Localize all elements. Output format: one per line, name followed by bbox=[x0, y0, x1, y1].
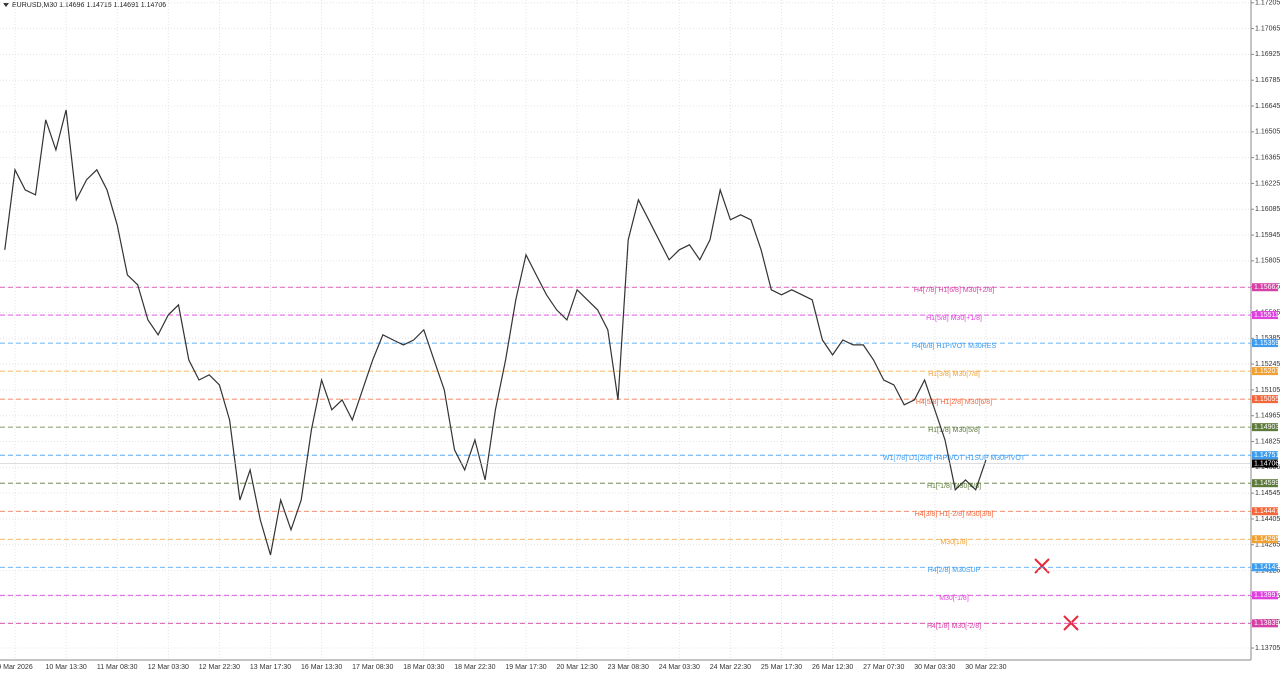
last-price-tag-label: 1.14706 bbox=[1254, 460, 1279, 467]
symbol-header: EURUSD,M30 1.14696 1.14715 1.14691 1.147… bbox=[12, 2, 166, 9]
level-label: M30[1/8] bbox=[940, 539, 967, 546]
level-price-tag-label: 1.14751 bbox=[1254, 452, 1279, 459]
level-label: H4[7/8] H1[6/8] M30[+2/8] bbox=[914, 287, 994, 294]
level-label: H1[5/8] M30[+1/8] bbox=[926, 315, 982, 322]
x-tick-label: 9 Mar 2026 bbox=[0, 664, 33, 671]
x-tick-label: 12 Mar 03:30 bbox=[148, 664, 189, 671]
level-price-tag-label: 1.13839 bbox=[1254, 620, 1279, 627]
last-price-tag bbox=[1252, 459, 1278, 468]
y-tick-label: 1.16085 bbox=[1255, 206, 1280, 213]
menu-arrow[interactable] bbox=[3, 3, 9, 7]
level-price-tag-label: 1.14599 bbox=[1254, 480, 1279, 487]
level-label: H4[2/8] M30SUP bbox=[928, 567, 981, 574]
y-tick-label: 1.14825 bbox=[1255, 438, 1280, 445]
x-tick-label: 26 Mar 12:30 bbox=[812, 664, 853, 671]
x-tick-label: 24 Mar 03:30 bbox=[659, 664, 700, 671]
cross-marker bbox=[1063, 615, 1079, 631]
x-tick-label: 23 Mar 08:30 bbox=[608, 664, 649, 671]
level-price-tag-label: 1.15511 bbox=[1254, 312, 1279, 319]
level-price-tag bbox=[1252, 619, 1278, 628]
y-tick-label: 1.13705 bbox=[1255, 645, 1280, 652]
level-price-tag bbox=[1252, 563, 1278, 572]
level-price-tag-label: 1.15055 bbox=[1254, 396, 1279, 403]
x-tick-label: 27 Mar 07:30 bbox=[863, 664, 904, 671]
y-tick-label: 1.16225 bbox=[1255, 180, 1280, 187]
level-label: H4[6/8] H1PIVOT M30RES bbox=[912, 343, 997, 350]
x-tick-label: 18 Mar 22:30 bbox=[454, 664, 495, 671]
y-tick-label: 1.15805 bbox=[1255, 258, 1280, 265]
x-tick-label: 10 Mar 13:30 bbox=[45, 664, 86, 671]
level-price-tag-label: 1.14295 bbox=[1254, 536, 1279, 543]
level-label: W1[7/8] D1[2/8] H4PIVOT H1SUP M30PIVOT bbox=[883, 455, 1026, 462]
close-markers bbox=[1034, 558, 1079, 631]
level-label: H1[1/8] M30[5/8] bbox=[928, 427, 980, 434]
level-price-tag bbox=[1252, 311, 1278, 320]
y-tick-label: 1.15385 bbox=[1255, 335, 1280, 342]
level-price-tag bbox=[1252, 479, 1278, 488]
x-tick-label: 30 Mar 03:30 bbox=[914, 664, 955, 671]
level-price-tag-label: 1.15207 bbox=[1254, 368, 1279, 375]
x-tick-label: 18 Mar 03:30 bbox=[403, 664, 444, 671]
x-tick-label: 16 Mar 13:30 bbox=[301, 664, 342, 671]
level-price-tag bbox=[1252, 395, 1278, 404]
level-price-tag-label: 1.15359 bbox=[1254, 340, 1279, 347]
x-tick-label: 24 Mar 22:30 bbox=[710, 664, 751, 671]
x-tick-label: 13 Mar 17:30 bbox=[250, 664, 291, 671]
x-tick-label: 11 Mar 08:30 bbox=[97, 664, 138, 671]
level-price-tag bbox=[1252, 367, 1278, 376]
level-label: H4[5/8] H1[2/8] M30[6/8] bbox=[916, 399, 992, 406]
y-tick-label: 1.16785 bbox=[1255, 77, 1280, 84]
x-tick-label: 12 Mar 22:30 bbox=[199, 664, 240, 671]
level-label: H4[3/8] H1[-2/8] M30[3/8] bbox=[915, 511, 994, 518]
x-tick-label: 25 Mar 17:30 bbox=[761, 664, 802, 671]
cross-marker bbox=[1034, 558, 1050, 574]
level-price-tag bbox=[1252, 535, 1278, 544]
y-tick-label: 1.15245 bbox=[1255, 361, 1280, 368]
y-tick-label: 1.14685 bbox=[1255, 464, 1280, 471]
level-price-tag bbox=[1252, 283, 1278, 292]
y-tick-label: 1.14265 bbox=[1255, 542, 1280, 549]
x-tick-label: 19 Mar 17:30 bbox=[505, 664, 546, 671]
y-tick-label: 1.17065 bbox=[1255, 25, 1280, 32]
level-price-tag bbox=[1252, 423, 1278, 432]
y-tick-label: 1.14405 bbox=[1255, 516, 1280, 523]
y-tick-label: 1.16645 bbox=[1255, 103, 1280, 110]
y-tick-label: 1.16925 bbox=[1255, 51, 1280, 58]
price-line bbox=[4, 109, 987, 556]
y-tick-label: 1.14965 bbox=[1255, 413, 1280, 420]
level-label: H4[1/8] M30[-2/8] bbox=[927, 623, 981, 630]
level-price-tag bbox=[1252, 507, 1278, 516]
y-tick-label: 1.15105 bbox=[1255, 387, 1280, 394]
level-label: M30[-1/8] bbox=[939, 595, 969, 602]
y-tick-label: 1.16365 bbox=[1255, 154, 1280, 161]
x-tick-label: 30 Mar 22:30 bbox=[965, 664, 1006, 671]
x-tick-label: 20 Mar 12:30 bbox=[556, 664, 597, 671]
level-price-tag-label: 1.13991 bbox=[1254, 592, 1279, 599]
level-price-tag bbox=[1252, 451, 1278, 460]
level-price-tag-label: 1.14447 bbox=[1254, 508, 1279, 515]
y-tick-label: 1.15945 bbox=[1255, 232, 1280, 239]
level-label: H1[3/8] M30[7/8] bbox=[928, 371, 980, 378]
x-tick-label: 17 Mar 08:30 bbox=[352, 664, 393, 671]
level-price-tag-label: 1.14903 bbox=[1254, 424, 1279, 431]
y-tick-label: 1.16505 bbox=[1255, 129, 1280, 136]
level-price-tag bbox=[1252, 591, 1278, 600]
level-price-tag-label: 1.14143 bbox=[1254, 564, 1279, 571]
y-tick-label: 1.14545 bbox=[1255, 490, 1280, 497]
y-tick-label: 1.17205 bbox=[1255, 0, 1280, 7]
level-price-tag-label: 1.15662 bbox=[1254, 284, 1279, 291]
level-price-tag bbox=[1252, 339, 1278, 348]
